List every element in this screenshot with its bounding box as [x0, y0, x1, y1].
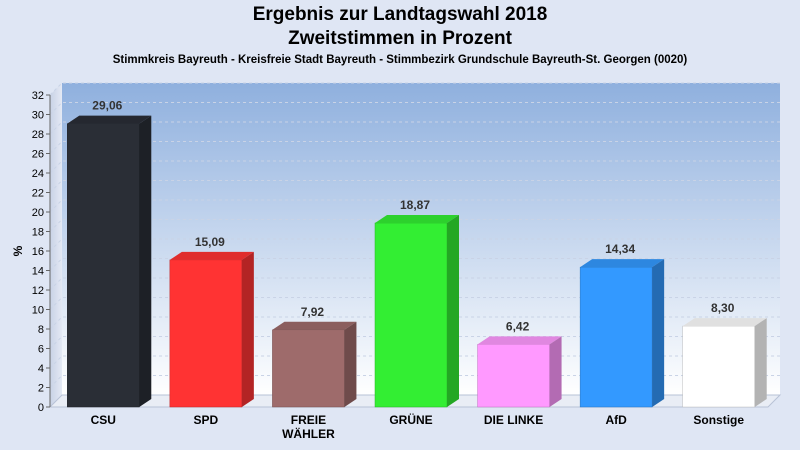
chart-title-line2: Zweitstimmen in Prozent: [288, 28, 512, 49]
bar: 14,34: [579, 242, 665, 408]
bar-front: [682, 325, 755, 408]
y-tick-label: 24: [32, 168, 44, 180]
data-label: 29,06: [92, 99, 122, 113]
y-tick-label: 26: [32, 149, 44, 161]
y-tick-label: 16: [32, 246, 44, 258]
data-label: 14,34: [605, 242, 635, 256]
data-label: 7,92: [301, 305, 325, 319]
bar-top: [477, 336, 562, 345]
bar-top: [67, 115, 152, 124]
y-tick-label: 22: [32, 188, 44, 200]
data-label: 15,09: [195, 235, 225, 249]
bar-side: [652, 259, 665, 407]
x-tick-label: SPD: [194, 413, 219, 427]
bar-side: [344, 321, 357, 407]
data-label: 18,87: [400, 198, 430, 212]
y-tick-label: 32: [32, 90, 44, 102]
y-tick-label: 18: [32, 227, 44, 239]
bar-side: [754, 318, 767, 407]
bar: 7,92: [272, 305, 357, 408]
bar-side: [549, 336, 562, 407]
y-tick-label: 12: [32, 285, 44, 297]
bar-front: [579, 266, 653, 408]
y-tick-label: 4: [38, 363, 44, 375]
bar-front: [272, 329, 345, 408]
y-tick-label: 8: [38, 324, 44, 336]
bar-front: [169, 259, 243, 408]
y-tick-label: 28: [32, 129, 44, 141]
bar-top: [580, 259, 665, 268]
y-tick-label: 30: [32, 110, 44, 122]
bar-top: [272, 321, 357, 330]
x-tick-label: CSU: [91, 413, 116, 427]
x-axis: CSU SPD FREIE WÄHLER GRÜNE DIE LINKE AfD Sonsti…: [91, 412, 745, 441]
bar-side: [447, 215, 459, 407]
x-tick-label: GRÜNE: [389, 412, 432, 427]
x-tick-label: FREIE WÄHLER: [282, 413, 335, 441]
data-label: 8,30: [711, 301, 735, 315]
bar: 8,30: [682, 301, 767, 408]
y-tick-label: 0: [38, 402, 44, 414]
y-tick-label: 10: [32, 305, 44, 317]
bar-side: [241, 251, 254, 407]
chart-subtitle: Stimmkreis Bayreuth - Kreisfreie Stadt B…: [112, 54, 688, 66]
y-axis-label: %: [11, 245, 25, 256]
y-tick-label: 14: [32, 266, 44, 278]
y-tick-label: 20: [32, 207, 44, 219]
x-tick-label: DIE LINKE: [484, 413, 543, 427]
bar: 29,06: [67, 99, 152, 408]
y-tick-label: 2: [38, 383, 44, 395]
bar-top: [169, 251, 254, 260]
bar: 18,87: [374, 198, 459, 408]
bar: 6,42: [477, 319, 562, 408]
x-tick-label: AfD: [605, 413, 627, 427]
bars: 29,06 15,09 7,92 18,87 6,42 14,34 8,30: [67, 99, 767, 408]
chart-title: Ergebnis zur Landtagswahl 2018: [252, 4, 548, 25]
bar-top: [375, 215, 459, 224]
bar-front: [374, 222, 448, 408]
bar-front: [477, 344, 550, 408]
bar-side: [139, 115, 152, 407]
data-label: 6,42: [506, 319, 530, 333]
x-tick-label: Sonstige: [693, 413, 744, 427]
bar-top: [682, 318, 767, 327]
bar: 15,09: [169, 235, 254, 408]
bar-front: [67, 123, 140, 408]
y-tick-label: 6: [38, 344, 44, 356]
